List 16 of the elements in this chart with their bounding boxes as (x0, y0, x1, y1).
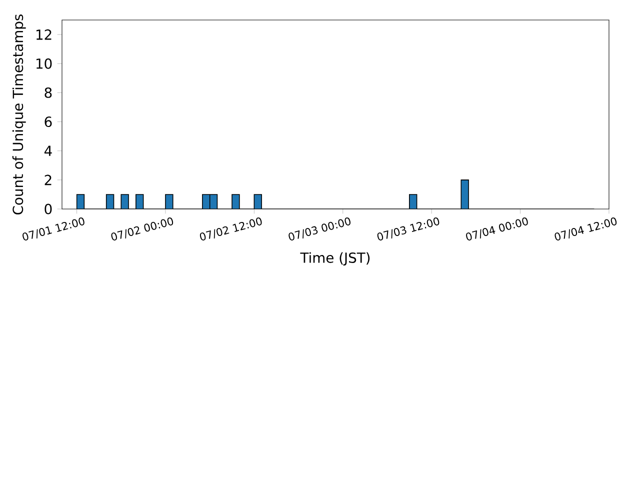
x-tick-label: 07/04 00:00 (466, 217, 528, 240)
x-tick-label: 07/01 12:00 (22, 217, 84, 240)
y-tick-label: 0 (44, 204, 52, 214)
y-tick-label: 12 (36, 29, 52, 40)
y-tick-label: 4 (44, 146, 52, 156)
x-tick-label: 07/04 12:00 (554, 217, 617, 240)
x-tick-label: 07/03 12:00 (377, 217, 440, 240)
y-tick-label: 10 (36, 58, 52, 69)
y-tick-label: 2 (44, 174, 52, 186)
y-tick-label: 8 (44, 87, 52, 98)
x-tick-label: 07/02 00:00 (111, 217, 174, 240)
y-axis-title: Count of Unique Timestamps (12, 14, 26, 214)
y-tick-label: 6 (44, 116, 52, 128)
x-tick-label: 07/03 00:00 (288, 217, 350, 240)
x-axis-title: Time (JST) (300, 252, 370, 266)
x-tick-label: 07/02 12:00 (200, 217, 262, 240)
